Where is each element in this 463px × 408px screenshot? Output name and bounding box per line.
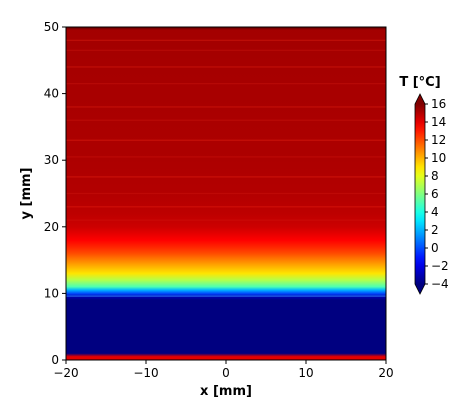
y-tick-label: 20	[44, 220, 59, 234]
y-tick-label: 0	[51, 353, 59, 367]
x-axis: −20 −10 0 10 20	[53, 360, 394, 380]
colorbar-scale	[415, 104, 425, 284]
colorbar-tick-label: 0	[431, 241, 439, 255]
colorbar-tick-label: 4	[431, 205, 439, 219]
colorbar-tick-label: 12	[431, 133, 446, 147]
colorbar-tick-label: 2	[431, 223, 439, 237]
colorbar-tick-label: 10	[431, 151, 446, 165]
y-axis-title: y [mm]	[19, 168, 34, 220]
colorbar-ticks: −4 −2 0 2 4 6 8 10 12 14 16	[425, 97, 449, 291]
plot-area	[65, 26, 387, 361]
x-tick-label: −10	[133, 366, 158, 380]
temperature-field	[66, 27, 386, 360]
x-axis-title: x [mm]	[200, 384, 252, 399]
colorbar-tick-label: 14	[431, 115, 446, 129]
colorbar-extend-max	[415, 94, 425, 104]
colorbar-title: T [°C]	[399, 75, 440, 90]
colorbar-tick-label: 16	[431, 97, 446, 111]
colorbar-tick-label: 6	[431, 187, 439, 201]
y-tick-label: 30	[44, 153, 59, 167]
y-tick-label: 40	[44, 87, 59, 101]
x-tick-label: 0	[222, 366, 230, 380]
colorbar-tick-label: 8	[431, 169, 439, 183]
x-tick-label: 20	[378, 366, 393, 380]
colorbar: T [°C] −4 −2 0 2 4 6 8 10 12 14 16	[399, 75, 449, 295]
colorbar-extend-min	[415, 284, 425, 294]
colorbar-tick-label: −4	[431, 277, 449, 291]
y-axis: 0 10 20 30 40 50	[44, 20, 66, 367]
colorbar-body	[414, 93, 426, 295]
x-tick-label: 10	[298, 366, 313, 380]
y-tick-label: 10	[44, 286, 59, 300]
x-tick-label: −20	[53, 366, 78, 380]
y-tick-label: 50	[44, 20, 59, 34]
colorbar-tick-label: −2	[431, 259, 449, 273]
field-streaks	[66, 27, 386, 297]
